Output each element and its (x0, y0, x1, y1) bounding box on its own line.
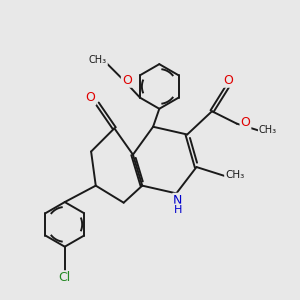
Text: N: N (173, 194, 183, 207)
Text: O: O (122, 74, 132, 87)
Text: CH₃: CH₃ (225, 170, 244, 180)
Text: H: H (174, 205, 182, 214)
Text: O: O (223, 74, 233, 87)
Text: CH₃: CH₃ (259, 125, 277, 135)
Text: Cl: Cl (58, 271, 71, 284)
Text: CH₃: CH₃ (89, 55, 107, 65)
Text: O: O (85, 92, 95, 104)
Text: O: O (241, 116, 250, 129)
